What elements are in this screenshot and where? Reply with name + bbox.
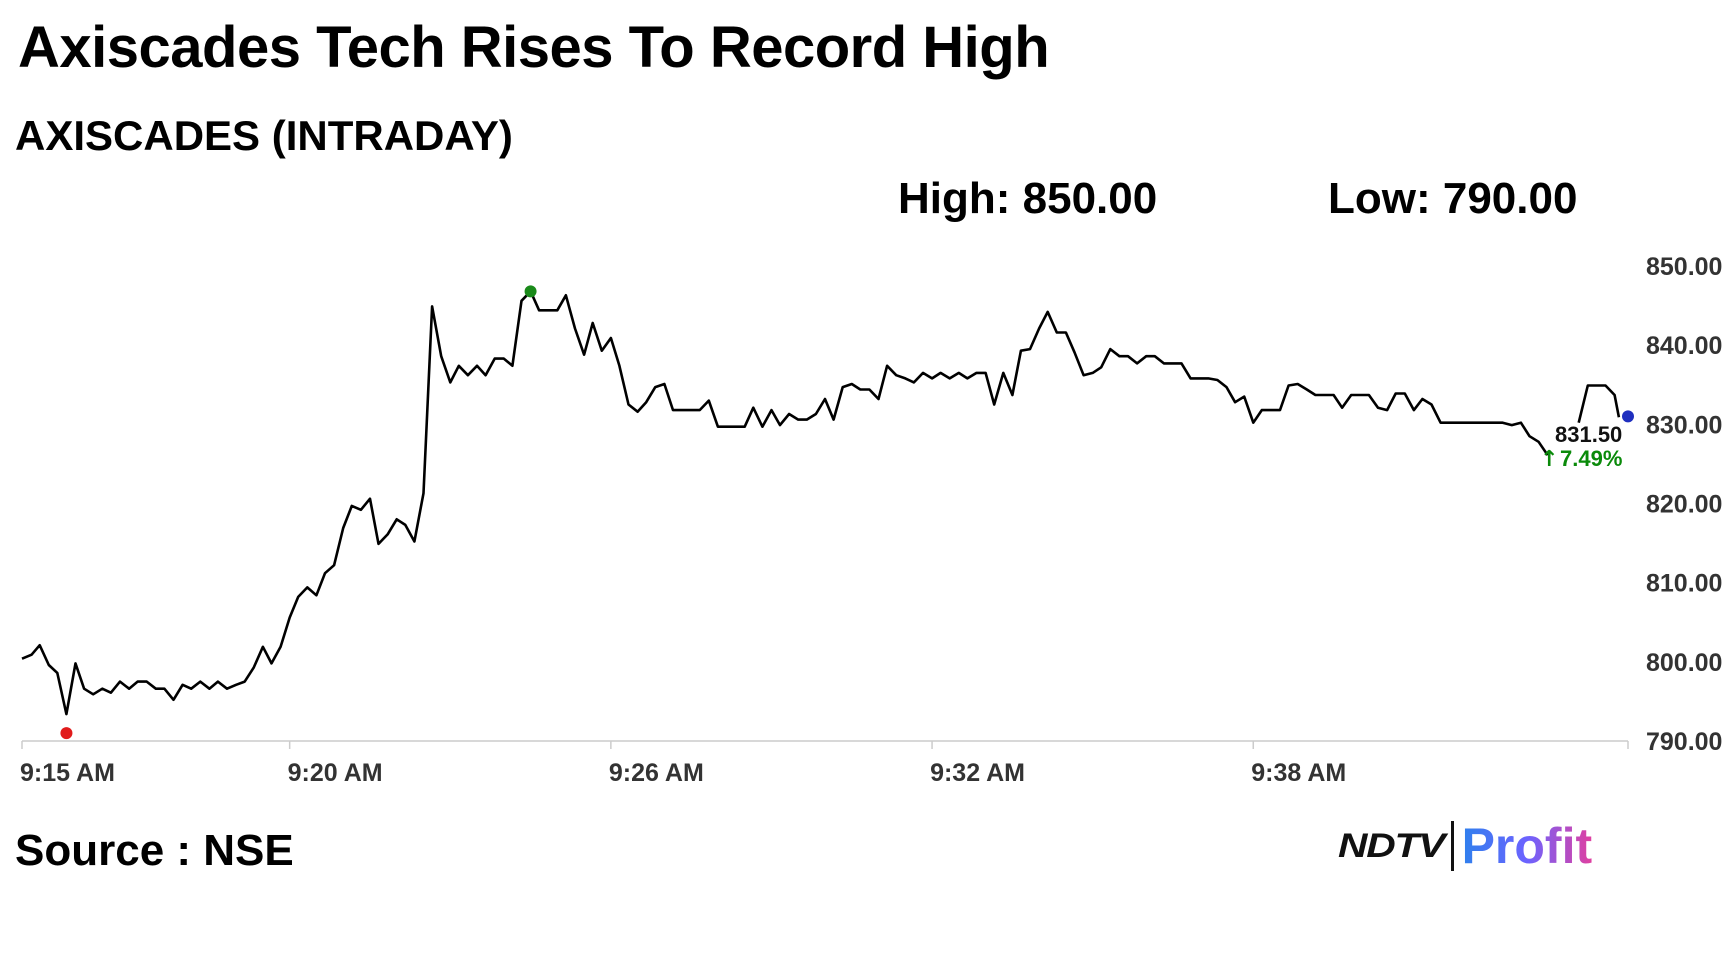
logo-ndtv-text: NDTV xyxy=(1338,826,1445,865)
axes: 9:15 AM 9:20 AM 9:26 AM 9:32 AM 9:38 AM 850.0… xyxy=(20,253,1722,787)
y-tick-label: 820.00 xyxy=(1646,491,1722,519)
y-tick-label: 850.00 xyxy=(1646,253,1722,281)
price-line-series-0 xyxy=(21,290,1549,716)
last-price-label: 831.50 xyxy=(1555,422,1622,447)
chart-subtitle: AXISCADES (INTRADAY) xyxy=(15,112,513,159)
logo-divider xyxy=(1450,821,1454,871)
low-value: Low: 790.00 xyxy=(1328,174,1578,223)
y-tick-label: 810.00 xyxy=(1646,570,1722,598)
annotation-labels: 831.50↑ 7.49% xyxy=(1540,422,1622,472)
y-tick-label: 840.00 xyxy=(1646,332,1722,360)
y-tick-label: 830.00 xyxy=(1646,411,1722,439)
low-point-marker xyxy=(60,727,73,740)
y-tick-label: 790.00 xyxy=(1646,728,1722,756)
page-title: Axiscades Tech Rises To Record High xyxy=(18,15,1050,80)
logo-profit-text: Profit xyxy=(1461,818,1593,874)
x-tick-label: 9:20 AM xyxy=(288,759,383,787)
x-tick-label: 9:26 AM xyxy=(609,759,704,787)
high-point-marker xyxy=(524,285,537,298)
change-percent-label: 7.49% xyxy=(1560,446,1622,471)
y-tick-label: 800.00 xyxy=(1646,649,1722,677)
price-line-series-1 xyxy=(1577,384,1621,424)
x-tick-label: 9:32 AM xyxy=(930,759,1025,787)
high-value: High: 850.00 xyxy=(898,174,1158,223)
intraday-line-chart: 9:15 AM 9:20 AM 9:26 AM 9:32 AM 9:38 AM 850.0… xyxy=(20,253,1722,787)
price-markers xyxy=(60,285,1634,740)
source-note: Source : NSE xyxy=(15,826,294,875)
x-tick-label: 9:38 AM xyxy=(1251,759,1346,787)
ndtv-profit-logo: NDTV Profit xyxy=(1338,818,1592,874)
x-tick-label: 9:15 AM xyxy=(20,759,115,787)
price-lines xyxy=(21,290,1621,716)
change-arrow-icon: ↑ xyxy=(1540,447,1558,472)
last-point-marker xyxy=(1622,410,1634,423)
